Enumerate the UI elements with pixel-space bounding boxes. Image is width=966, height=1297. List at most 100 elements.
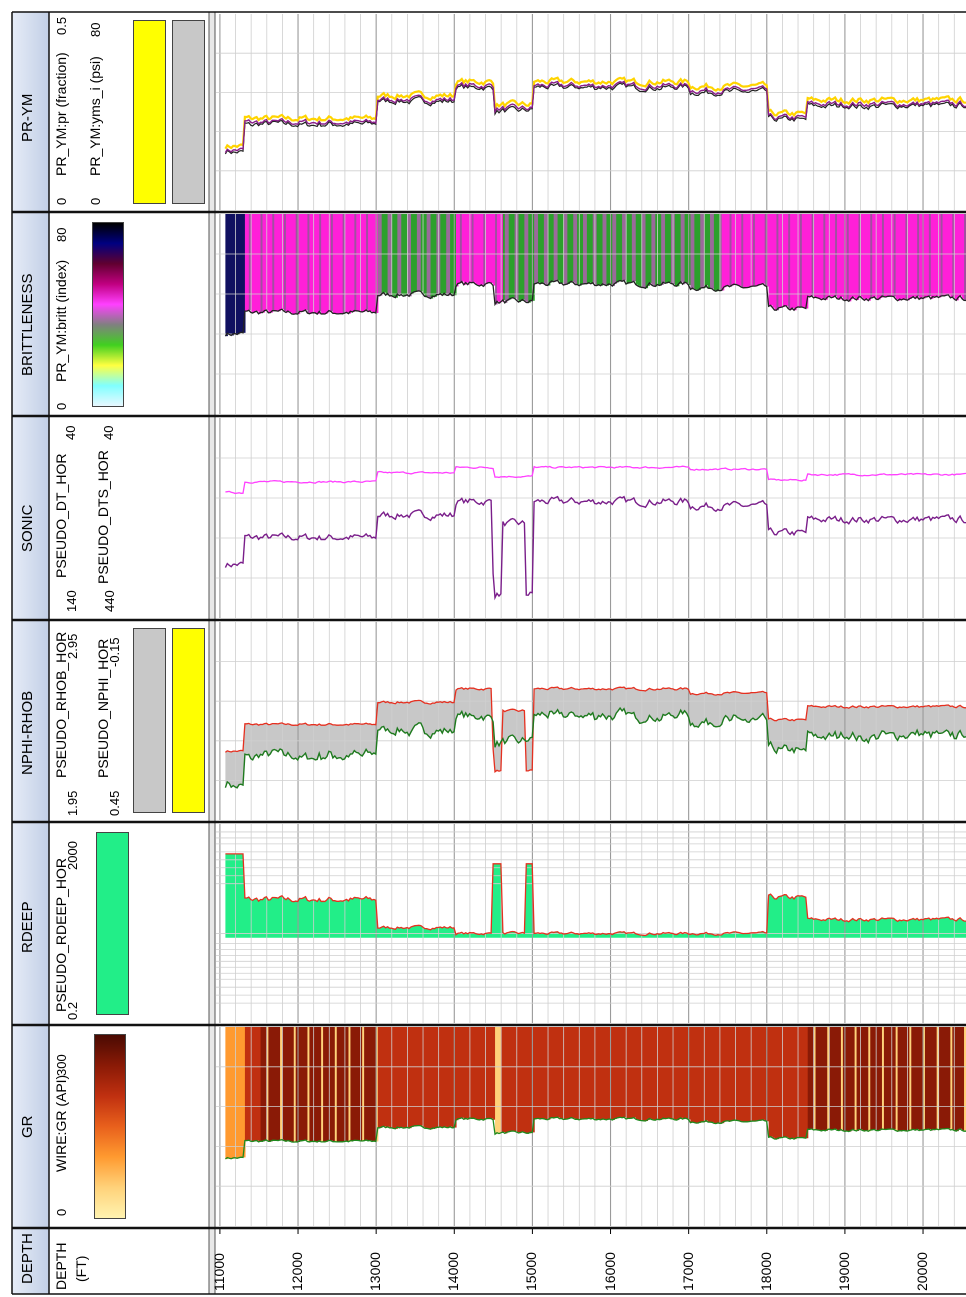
gr-fill-bar <box>960 1027 963 1129</box>
brittleness-fill-bar <box>262 214 266 313</box>
brittleness-fill-bar <box>264 214 268 311</box>
gr-fill-bar <box>944 1027 948 1129</box>
gr-fill-bar <box>760 1027 764 1121</box>
gr-fill-bar <box>596 1027 600 1120</box>
gr-fill-bar <box>239 1027 242 1158</box>
gr-fill-bar <box>719 1027 723 1124</box>
gr-fill-bar <box>561 1027 565 1119</box>
yms-scale-max: 80 <box>88 22 103 37</box>
brittleness-fill-bar <box>782 214 785 308</box>
brittleness-fill-bar <box>274 214 277 311</box>
brittleness-fill-bar <box>299 214 303 312</box>
pr-curve-label: PR_YM:pr (fraction) <box>53 52 69 176</box>
brittleness-fill-bar <box>946 214 950 296</box>
gr-fill-bar <box>311 1027 314 1142</box>
brittleness-fill-bar <box>887 214 891 297</box>
gr-fill-bar <box>241 1027 244 1158</box>
brittleness-fill-bar <box>795 214 799 308</box>
brittleness-fill-bar <box>665 214 668 284</box>
gr-fill-bar <box>831 1027 834 1130</box>
dts-curve <box>225 465 966 495</box>
brittleness-fill-bar <box>393 214 396 297</box>
gr-fill-bar <box>579 1027 582 1120</box>
gr-fill-bar <box>461 1027 465 1118</box>
gr-fill-bar <box>711 1027 715 1123</box>
brittleness-fill-bar <box>514 214 518 299</box>
brittleness-fill-bar <box>588 214 592 283</box>
brittleness-fill-bar <box>620 214 623 281</box>
gr-fill-bar <box>731 1027 735 1121</box>
brittleness-fill-bar <box>569 214 572 283</box>
gr-fill-bar <box>659 1027 662 1120</box>
rdeep-curve <box>225 853 966 937</box>
gr-fill-bar <box>883 1027 887 1130</box>
brittleness-fill-bar <box>502 214 506 300</box>
gr-fill-bar <box>880 1027 883 1130</box>
brittleness-fill-bar <box>268 214 271 313</box>
brittleness-fill-bar <box>409 214 412 297</box>
brittleness-fill-bar <box>813 214 817 298</box>
brittleness-fill-bar <box>674 214 678 286</box>
brittleness-fill-bar <box>463 214 467 285</box>
brittleness-fill-bar <box>448 214 451 296</box>
brittleness-fill-bar <box>944 214 948 296</box>
brittleness-fill-bar <box>334 214 338 314</box>
gr-fill-bar <box>518 1027 522 1134</box>
gr-fill-bar <box>909 1027 912 1131</box>
gr-fill-bar <box>620 1027 623 1118</box>
gr-fill-bar <box>721 1027 725 1124</box>
brittleness-fill-bar <box>713 214 717 291</box>
gr-fill-bar <box>411 1027 414 1127</box>
gr-fill-bar <box>371 1027 375 1142</box>
gr-fill-bar <box>321 1027 324 1142</box>
gr-fill-bar <box>766 1027 770 1122</box>
gr-fill-bar <box>475 1027 479 1120</box>
gr-curve-label: WIRE:GR (API) <box>53 1074 69 1172</box>
brittleness-fill-bar <box>723 214 727 288</box>
brittleness-fill-bar <box>418 214 422 291</box>
brittleness-fill-bar <box>528 214 531 303</box>
gr-fill-bar <box>954 1027 957 1131</box>
brittleness-fill-bar <box>629 214 633 283</box>
britt-scale-max: 80 <box>54 227 69 242</box>
brittleness-fill-bar <box>696 214 699 291</box>
crossover-fill <box>225 687 966 788</box>
brittleness-fill-bar <box>891 214 895 297</box>
brittleness-fill-bar <box>303 214 307 311</box>
brittleness-fill-bar <box>950 214 953 298</box>
brittleness-fill-bar <box>766 214 770 287</box>
brittleness-fill-bar <box>883 214 887 297</box>
yms-scale-min: 0 <box>88 197 103 205</box>
gr-fill-bar <box>262 1027 266 1142</box>
brittleness-fill-bar <box>522 214 525 300</box>
brittleness-fill-bar <box>237 214 240 335</box>
brittleness-fill-bar <box>657 214 660 285</box>
brittleness-fill-bar <box>313 214 316 313</box>
gr-fill-bar <box>756 1027 760 1121</box>
gr-fill-bar <box>272 1027 275 1141</box>
gr-fill-bar <box>651 1027 654 1120</box>
brittleness-fill-bar <box>850 214 854 300</box>
brittleness-fill-bar <box>328 214 332 311</box>
gr-fill-bar <box>283 1027 287 1141</box>
track-grid <box>216 14 966 210</box>
gr-fill-bar <box>612 1027 615 1120</box>
gr-fill-bar <box>452 1027 455 1128</box>
brittleness-fill-bar <box>838 214 842 300</box>
brittleness-fill-bar <box>575 214 578 285</box>
brittleness-fill-bar <box>362 214 365 312</box>
gr-fill-bar <box>616 1027 619 1119</box>
brittleness-fill-bar <box>405 214 408 296</box>
gr-fill-bar <box>657 1027 660 1120</box>
gr-fill-bar <box>498 1027 502 1134</box>
brittleness-fill-bar <box>803 214 807 308</box>
brittleness-fill-bar <box>369 214 373 312</box>
gr-fill-bar <box>752 1027 756 1122</box>
brittleness-fill-bar <box>471 214 475 283</box>
brittleness-fill-bar <box>690 214 694 290</box>
gr-fill-bar <box>325 1027 328 1142</box>
brittleness-fill-bar <box>553 214 557 282</box>
gr-fill-bar <box>930 1027 934 1131</box>
brittleness-fill-bar <box>915 214 918 299</box>
gr-fill-bar <box>635 1027 639 1120</box>
